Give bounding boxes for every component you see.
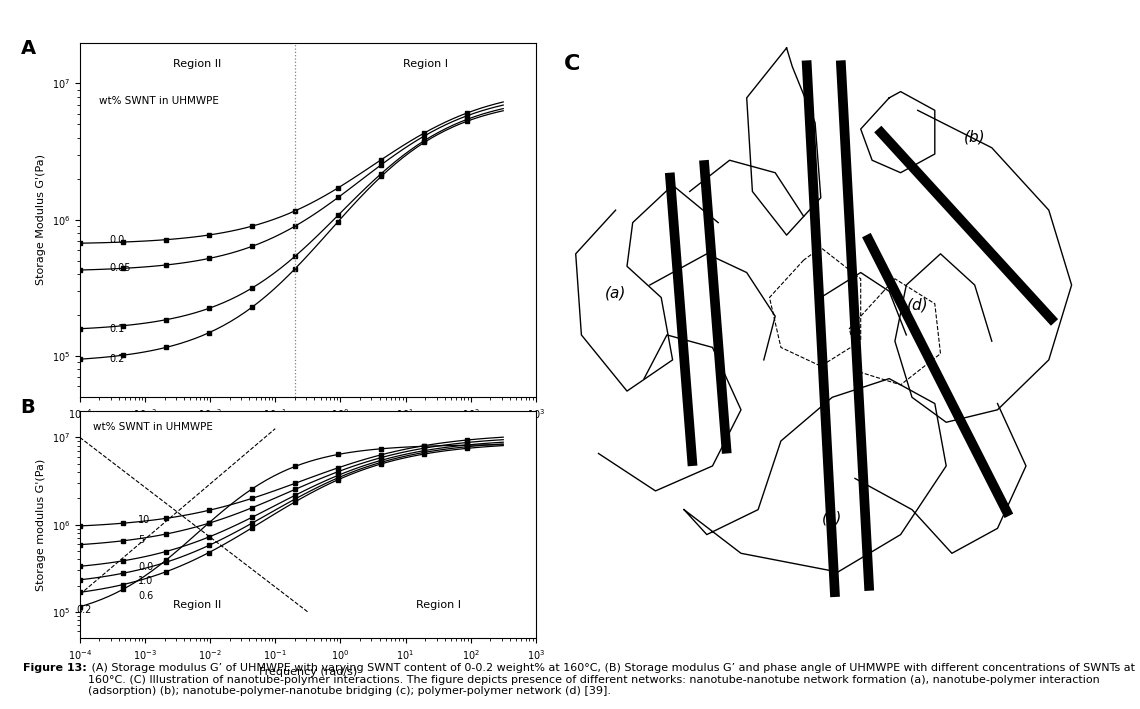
- Text: 0.1: 0.1: [109, 324, 124, 334]
- Text: (A) Storage modulus G’ of UHMWPE with varying SWNT content of 0-0.2 weight% at 1: (A) Storage modulus G’ of UHMWPE with va…: [88, 663, 1134, 696]
- Text: 0.6: 0.6: [138, 591, 154, 601]
- Text: wt% SWNT in UHMWPE: wt% SWNT in UHMWPE: [99, 96, 219, 106]
- Text: 0.0: 0.0: [138, 562, 154, 571]
- Text: 0.05: 0.05: [109, 262, 131, 272]
- Text: Region II: Region II: [173, 59, 221, 69]
- Text: C: C: [564, 54, 580, 74]
- Text: B: B: [21, 398, 35, 417]
- X-axis label: Frequency (rad/s): Frequency (rad/s): [259, 426, 357, 436]
- Text: Region II: Region II: [173, 600, 221, 610]
- Text: 0.2: 0.2: [76, 605, 92, 615]
- Text: 5: 5: [138, 535, 145, 545]
- Y-axis label: Storage modulus G'(Pa): Storage modulus G'(Pa): [36, 459, 46, 591]
- Text: 10: 10: [138, 515, 150, 525]
- Text: (a): (a): [605, 286, 626, 301]
- Text: 0.0: 0.0: [109, 235, 124, 245]
- Text: (c): (c): [822, 510, 842, 525]
- Text: 1.0: 1.0: [138, 576, 154, 586]
- Text: wt% SWNT in UHMWPE: wt% SWNT in UHMWPE: [92, 422, 213, 432]
- Text: A: A: [21, 39, 35, 58]
- Text: 0.2: 0.2: [109, 354, 124, 364]
- Y-axis label: Storage Modulus G'(Pa): Storage Modulus G'(Pa): [36, 155, 46, 285]
- X-axis label: Frequency (rad/s): Frequency (rad/s): [259, 667, 357, 677]
- Text: Region I: Region I: [416, 600, 461, 610]
- Text: (d): (d): [907, 298, 928, 313]
- Text: Figure 13:: Figure 13:: [23, 663, 87, 673]
- Text: (b): (b): [964, 130, 985, 145]
- Text: Region I: Region I: [402, 59, 448, 69]
